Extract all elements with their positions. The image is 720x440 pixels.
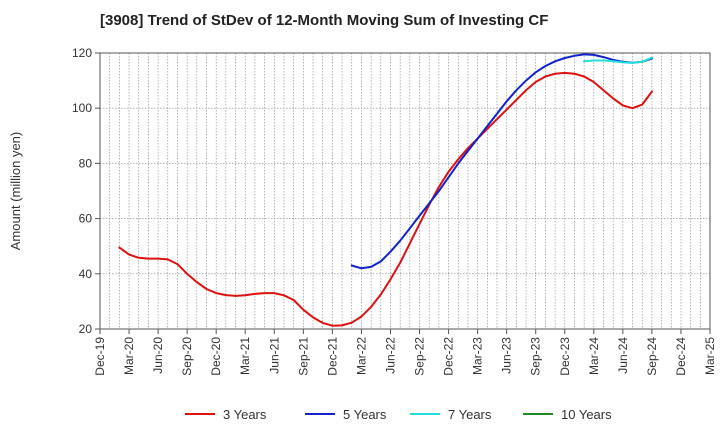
x-tick-label: Sep-21	[296, 337, 310, 376]
x-tick-label: Sep-23	[529, 337, 543, 376]
x-tick-label: Jun-24	[616, 337, 630, 374]
chart-title: [3908] Trend of StDev of 12-Month Moving…	[100, 12, 549, 29]
legend-label: 3 Years	[223, 407, 267, 422]
y-tick-label: 100	[72, 101, 92, 115]
y-tick-label: 120	[72, 46, 92, 60]
x-tick-label: Dec-24	[674, 337, 688, 376]
y-axis-title: Amount (million yen)	[8, 132, 23, 251]
plot-background	[100, 53, 710, 329]
x-tick-label: Mar-23	[471, 337, 485, 375]
x-axis: Dec-19 Mar-20 Jun-20 Sep-20 Dec-20 Mar-21 Jun-…	[93, 329, 717, 376]
x-tick-label: Jun-23	[500, 337, 514, 374]
y-tick-label: 20	[79, 322, 93, 336]
x-tick-label: Jun-21	[267, 337, 281, 374]
legend-label: 7 Years	[448, 407, 492, 422]
x-tick-label: Sep-24	[645, 337, 659, 376]
legend-label: 10 Years	[561, 407, 612, 422]
grid	[99, 52, 711, 330]
x-tick-label: Jun-22	[383, 337, 397, 374]
y-tick-label: 80	[79, 156, 93, 170]
x-tick-label: Sep-22	[413, 337, 427, 376]
x-tick-label: Dec-19	[93, 337, 107, 376]
plot-frame	[99, 52, 711, 330]
y-tick-label: 40	[79, 267, 93, 281]
x-tick-label: Mar-22	[354, 337, 368, 375]
x-tick-label: Mar-25	[703, 337, 717, 375]
series-line-5-years	[350, 53, 653, 270]
x-tick-label: Sep-20	[180, 337, 194, 376]
legend: 3 Years 5 Years 7 Years 10 Years	[185, 407, 612, 422]
y-axis: 20 40 60 80 100 120	[72, 46, 100, 336]
x-tick-label: Dec-23	[558, 337, 572, 376]
x-tick-label: Dec-21	[325, 337, 339, 376]
series-line-7-years	[583, 56, 653, 64]
series-lines	[118, 53, 653, 327]
x-tick-label: Mar-24	[587, 337, 601, 375]
x-tick-label: Jun-20	[151, 337, 165, 374]
x-tick-label: Dec-20	[209, 337, 223, 376]
x-tick-label: Mar-21	[238, 337, 252, 375]
series-line-3-years	[118, 71, 653, 327]
x-tick-label: Dec-22	[442, 337, 456, 376]
y-tick-label: 60	[79, 212, 93, 226]
x-tick-label: Mar-20	[122, 337, 136, 375]
legend-label: 5 Years	[343, 407, 387, 422]
